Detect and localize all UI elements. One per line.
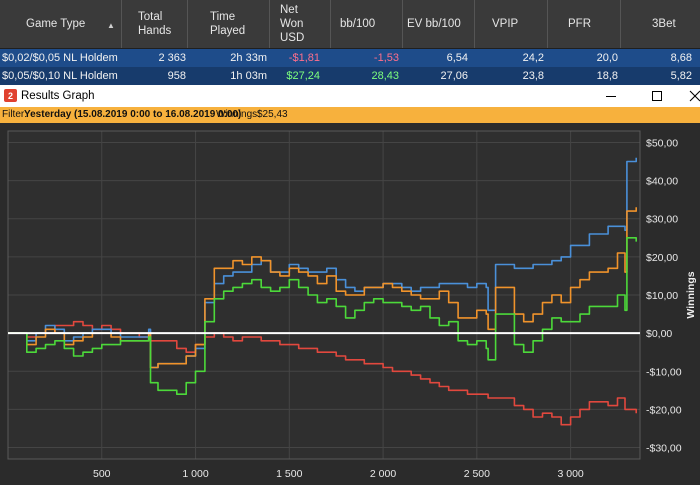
results-chart-svg: $50,00 $40,00 $30,00 $20,00 $10,00 $0,00 -$10,… [7, 130, 697, 480]
column-header-bb100[interactable]: bb/100 [331, 0, 403, 48]
cell-net-won: $27,24 [286, 70, 320, 82]
x-tick-label: 2 000 [370, 468, 396, 480]
filter-label: Filter: [2, 109, 27, 120]
column-header-3bet[interactable]: 3Bet [621, 0, 700, 48]
column-header-ev-bb100[interactable]: EV bb/100 [403, 0, 475, 48]
column-header-time-played-line1: Time [210, 11, 236, 23]
x-tick-label: 1 500 [276, 468, 302, 480]
column-header-ev-bb100-label: EV bb/100 [407, 18, 461, 30]
table-row[interactable]: $0,05/$0,10 NL Holdem 958 1h 03m $27,24 … [0, 67, 700, 85]
column-header-pfr[interactable]: PFR [548, 0, 621, 48]
cell-game-type: $0,02/$0,05 NL Holdem [2, 52, 118, 64]
cell-bb100: -1,53 [373, 52, 399, 64]
table-row[interactable]: $0,02/$0,05 NL Holdem 2 363 2h 33m -$1,8… [0, 49, 700, 67]
window-title: Results Graph [21, 90, 95, 102]
winnings-value: $25,43 [257, 109, 288, 120]
column-header-total-hands-line1: Total [138, 11, 163, 23]
stats-table: Game Type ▲ Total Hands Time Played Net … [0, 0, 700, 85]
x-tick-label: 3 000 [557, 468, 583, 480]
minimize-icon [606, 96, 616, 97]
y-tick-label: -$10,00 [646, 366, 682, 378]
column-header-time-played-line2: Played [210, 25, 246, 37]
cell-net-won: -$1,81 [288, 52, 320, 64]
cell-total-hands: 2 363 [158, 52, 186, 64]
cell-ev-bb100: 6,54 [446, 52, 468, 64]
column-header-net-won[interactable]: Net Won USD [270, 0, 331, 48]
plot-frame [7, 130, 641, 460]
y-tick-label: -$20,00 [646, 404, 682, 416]
y-tick-label: $20,00 [646, 252, 678, 264]
column-header-total-hands-line2: Hands [138, 25, 172, 37]
cell-total-hands: 958 [167, 70, 186, 82]
cell-bb100: 28,43 [371, 70, 399, 82]
column-header-pfr-label: PFR [568, 18, 591, 30]
column-header-vpip[interactable]: VPIP [475, 0, 548, 48]
maximize-button[interactable] [642, 85, 672, 107]
maximize-icon [652, 91, 662, 101]
y-axis-title: Winnings [685, 271, 697, 318]
stats-table-header: Game Type ▲ Total Hands Time Played Net … [0, 0, 700, 48]
series-line [8, 237, 637, 395]
x-tick-label: 500 [93, 468, 111, 480]
svg-text:2: 2 [8, 91, 13, 101]
y-tick-label: $10,00 [646, 290, 678, 302]
x-tick-label: 2 500 [464, 468, 490, 480]
cell-pfr: 20,0 [596, 52, 618, 64]
close-icon [689, 90, 700, 102]
minimize-button[interactable] [596, 85, 626, 107]
column-header-time-played[interactable]: Time Played [188, 0, 270, 48]
winnings-label: Winnings: [216, 109, 260, 120]
series-line [8, 207, 637, 369]
cell-ev-bb100: 27,06 [440, 70, 468, 82]
cell-pfr: 18,8 [596, 70, 618, 82]
y-tick-label: $30,00 [646, 214, 678, 226]
column-header-3bet-label: 3Bet [652, 18, 676, 30]
close-button[interactable] [680, 85, 700, 107]
cell-game-type: $0,05/$0,10 NL Holdem [2, 70, 118, 82]
y-tick-label: $50,00 [646, 137, 678, 149]
results-graph[interactable]: $50,00 $40,00 $30,00 $20,00 $10,00 $0,00 -$10,… [0, 123, 700, 485]
column-header-total-hands[interactable]: Total Hands [122, 0, 188, 48]
window-title-bar[interactable]: 2 Results Graph [0, 85, 700, 107]
app-logo-icon: 2 [4, 89, 17, 102]
column-header-vpip-label: VPIP [492, 18, 519, 30]
series-line [8, 320, 637, 426]
cell-3bet: 5,82 [670, 70, 692, 82]
column-header-game-type-label: Game Type [26, 18, 86, 30]
column-header-bb100-label: bb/100 [340, 18, 376, 30]
column-header-net-won-line1: Net [280, 4, 298, 16]
column-header-game-type[interactable]: Game Type ▲ [0, 0, 122, 48]
y-tick-label: $40,00 [646, 176, 678, 188]
cell-time-played: 2h 33m [230, 52, 267, 64]
x-tick-label: 1 000 [182, 468, 208, 480]
cell-time-played: 1h 03m [230, 70, 267, 82]
column-header-net-won-line2: Won [280, 18, 304, 30]
cell-vpip: 23,8 [522, 70, 544, 82]
y-tick-label: -$30,00 [646, 443, 682, 455]
column-header-net-won-line3: USD [280, 32, 305, 44]
y-tick-label: $0,00 [646, 328, 672, 340]
sort-ascending-icon: ▲ [107, 21, 115, 30]
filter-value: Yesterday (15.08.2019 0:00 to 16.08.2019… [24, 109, 242, 120]
cell-3bet: 8,68 [670, 52, 692, 64]
cell-vpip: 24,2 [522, 52, 544, 64]
filter-bar[interactable]: Filter: Yesterday (15.08.2019 0:00 to 16… [0, 107, 700, 123]
